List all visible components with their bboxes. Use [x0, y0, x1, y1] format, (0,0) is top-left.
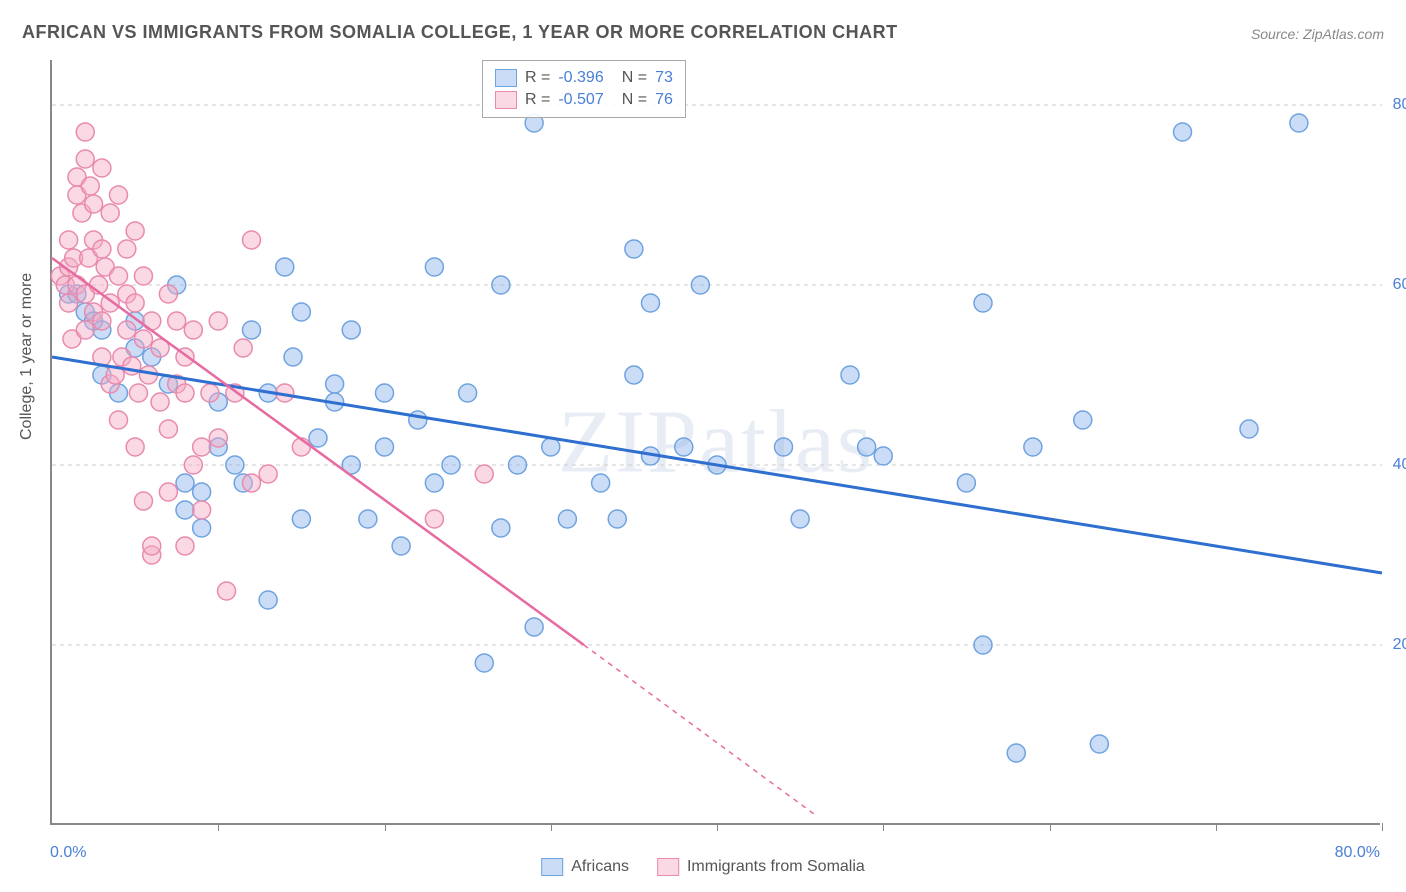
r-label: R =: [525, 91, 550, 109]
y-tick-label: 60.0%: [1393, 276, 1406, 294]
swatch-africans: [495, 69, 517, 87]
r-value-somalia: -0.507: [558, 91, 603, 109]
chart-container: AFRICAN VS IMMIGRANTS FROM SOMALIA COLLE…: [0, 0, 1406, 892]
source-attribution: Source: ZipAtlas.com: [1251, 26, 1384, 42]
n-label: N =: [622, 69, 647, 87]
x-tick: [1050, 823, 1051, 831]
y-tick-label: 20.0%: [1393, 636, 1406, 654]
legend-item-africans: Africans: [541, 858, 629, 876]
r-label: R =: [525, 69, 550, 87]
x-axis-max-label: 80.0%: [1335, 844, 1380, 862]
plot-area: ZIPatlas R = -0.396 N = 73 R = -0.507 N …: [50, 60, 1380, 825]
x-tick: [1382, 823, 1383, 831]
n-value-africans: 73: [655, 69, 673, 87]
x-tick: [1216, 823, 1217, 831]
y-axis-title: College, 1 year or more: [18, 273, 36, 440]
y-tick-label: 40.0%: [1393, 456, 1406, 474]
x-tick: [218, 823, 219, 831]
swatch-somalia: [657, 858, 679, 876]
r-value-africans: -0.396: [558, 69, 603, 87]
chart-title: AFRICAN VS IMMIGRANTS FROM SOMALIA COLLE…: [22, 22, 898, 43]
n-label: N =: [622, 91, 647, 109]
bottom-legend: Africans Immigrants from Somalia: [541, 858, 865, 876]
legend-label-somalia: Immigrants from Somalia: [687, 858, 865, 876]
x-tick: [883, 823, 884, 831]
n-value-somalia: 76: [655, 91, 673, 109]
plot-svg: [52, 60, 1380, 823]
swatch-africans: [541, 858, 563, 876]
legend-label-africans: Africans: [571, 858, 629, 876]
x-tick: [385, 823, 386, 831]
x-tick: [551, 823, 552, 831]
legend-item-somalia: Immigrants from Somalia: [657, 858, 865, 876]
stats-row-somalia: R = -0.507 N = 76: [495, 89, 673, 111]
swatch-somalia: [495, 91, 517, 109]
x-tick: [717, 823, 718, 831]
stats-row-africans: R = -0.396 N = 73: [495, 67, 673, 89]
y-tick-label: 80.0%: [1393, 96, 1406, 114]
stats-legend: R = -0.396 N = 73 R = -0.507 N = 76: [482, 60, 686, 118]
x-axis-min-label: 0.0%: [50, 844, 86, 862]
